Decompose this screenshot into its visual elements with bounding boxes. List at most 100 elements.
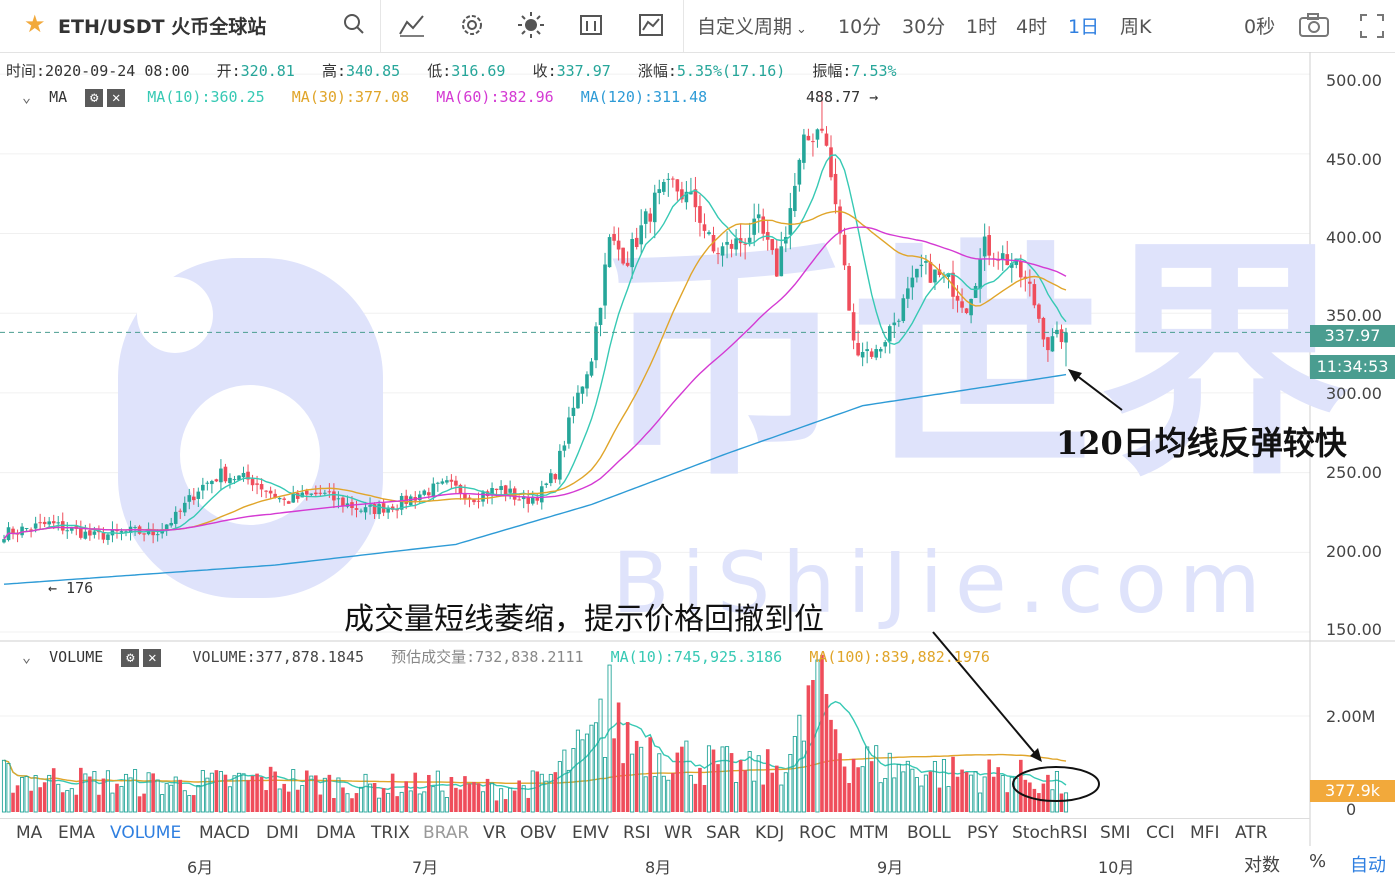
volume-bar	[485, 778, 490, 812]
candle-body	[562, 445, 567, 451]
tab-smi[interactable]: SMI	[1100, 823, 1131, 843]
candle-body	[716, 253, 720, 255]
tab-ma[interactable]: MA	[16, 823, 43, 843]
close-icon[interactable]: ✕	[107, 88, 126, 107]
symbol-title[interactable]: ETH/USDT 火币全球站	[58, 16, 267, 38]
volume-annotation: 成交量短线萎缩，提示价格回撤到位	[344, 602, 824, 637]
candle-body	[964, 308, 969, 314]
tab-psy[interactable]: PSY	[967, 823, 999, 843]
camera-icon[interactable]	[1298, 12, 1330, 42]
tab-trix[interactable]: TRIX	[371, 823, 410, 843]
custom-period-dropdown[interactable]: 自定义周期 ⌄	[697, 16, 807, 38]
tab-kdj[interactable]: KDJ	[755, 823, 785, 843]
interval-week[interactable]: 周K	[1120, 16, 1152, 38]
candle-body	[978, 258, 982, 289]
countdown-tag: 11:34:53	[1310, 355, 1395, 379]
price-tick: 300.00	[1326, 384, 1382, 403]
volume-bar	[1, 759, 7, 813]
candle-body	[327, 491, 332, 493]
tab-atr[interactable]: ATR	[1235, 823, 1268, 843]
volume-bar	[833, 729, 838, 812]
tab-brar[interactable]: BRAR	[423, 823, 470, 843]
candle-body	[119, 531, 124, 533]
interval-30m[interactable]: 30分	[902, 16, 946, 38]
volume-bar	[291, 769, 296, 813]
volume-bar	[811, 679, 815, 812]
volume-bar	[472, 781, 476, 812]
tab-mfi[interactable]: MFI	[1190, 823, 1220, 843]
volume-bar	[1005, 792, 1010, 812]
volume-bar	[1063, 792, 1069, 813]
tab-sar[interactable]: SAR	[706, 823, 741, 843]
interval-4h[interactable]: 4时	[1016, 16, 1048, 38]
tab-ema[interactable]: EMA	[58, 823, 96, 843]
fullscreen-icon[interactable]	[1358, 12, 1386, 44]
volume-bar	[928, 771, 933, 812]
candle-body	[576, 392, 580, 409]
gear-icon[interactable]: ⚙	[121, 648, 140, 667]
candle-body	[205, 482, 210, 484]
theme-icon[interactable]	[516, 10, 546, 44]
volume-bar	[480, 791, 486, 813]
volume-bar	[119, 785, 124, 813]
indicator-icon[interactable]	[398, 12, 426, 42]
candle-body	[295, 493, 300, 499]
settings-icon[interactable]	[458, 11, 486, 43]
tab-stochrsi[interactable]: StochRSI	[1012, 823, 1088, 843]
ma120-arrowhead	[1068, 369, 1082, 382]
tab-volume[interactable]: VOLUME	[110, 823, 182, 843]
candle-body	[666, 178, 671, 180]
candle-body	[937, 269, 942, 275]
volume-bar	[494, 800, 499, 812]
watermark-logo-hole	[180, 385, 320, 525]
tab-rsi[interactable]: RSI	[623, 823, 651, 843]
candle-body	[65, 530, 70, 532]
volume-bar	[169, 784, 174, 813]
collapse-icon[interactable]: ⌄	[22, 88, 32, 106]
tab-dmi[interactable]: DMI	[266, 823, 299, 843]
tab-macd[interactable]: MACD	[199, 823, 250, 843]
tab-dma[interactable]: DMA	[316, 823, 356, 843]
collapse-icon[interactable]: ⌄	[22, 648, 32, 666]
tab-boll[interactable]: BOLL	[907, 823, 951, 843]
candle-body	[422, 490, 427, 495]
candle-body	[454, 480, 458, 486]
search-icon[interactable]	[343, 12, 365, 40]
candle-body	[558, 450, 562, 480]
tab-roc[interactable]: ROC	[799, 823, 837, 843]
volume-bar	[97, 794, 101, 812]
volume-bar	[128, 777, 133, 813]
volume-bar	[688, 774, 693, 813]
chart-style-icon[interactable]	[638, 12, 664, 42]
x-tick-aug: 8月	[645, 858, 672, 877]
log-scale-toggle[interactable]: 对数	[1244, 855, 1280, 876]
tab-mtm[interactable]: MTM	[849, 823, 889, 843]
candle-body	[363, 507, 368, 513]
volume-bar	[671, 773, 675, 812]
close-icon[interactable]: ✕	[143, 648, 162, 667]
tab-vr[interactable]: VR	[483, 823, 507, 843]
candle-body	[228, 477, 232, 484]
candle-body	[255, 483, 259, 485]
interval-10m[interactable]: 10分	[838, 16, 882, 38]
tab-emv[interactable]: EMV	[572, 823, 610, 843]
percent-toggle[interactable]: %	[1309, 851, 1327, 872]
candle-body	[594, 326, 598, 361]
volume-bar	[200, 770, 205, 813]
star-icon[interactable]: ★	[24, 10, 46, 38]
layout-icon[interactable]	[578, 12, 604, 42]
interval-1d[interactable]: 1日	[1068, 16, 1100, 38]
volume-bar	[625, 722, 630, 812]
candle-body	[11, 528, 15, 534]
tab-wr[interactable]: WR	[664, 823, 693, 843]
interval-1h[interactable]: 1时	[966, 16, 998, 38]
tab-cci[interactable]: CCI	[1146, 823, 1175, 843]
tab-obv[interactable]: OBV	[520, 823, 557, 843]
gear-icon[interactable]: ⚙	[85, 88, 104, 107]
volume-bar	[178, 779, 183, 812]
time-value: 2020-09-24 08:00	[45, 62, 190, 80]
auto-scale-toggle[interactable]: 自动	[1350, 855, 1386, 876]
candle-body	[806, 135, 811, 141]
ma10-line	[3, 154, 1067, 540]
